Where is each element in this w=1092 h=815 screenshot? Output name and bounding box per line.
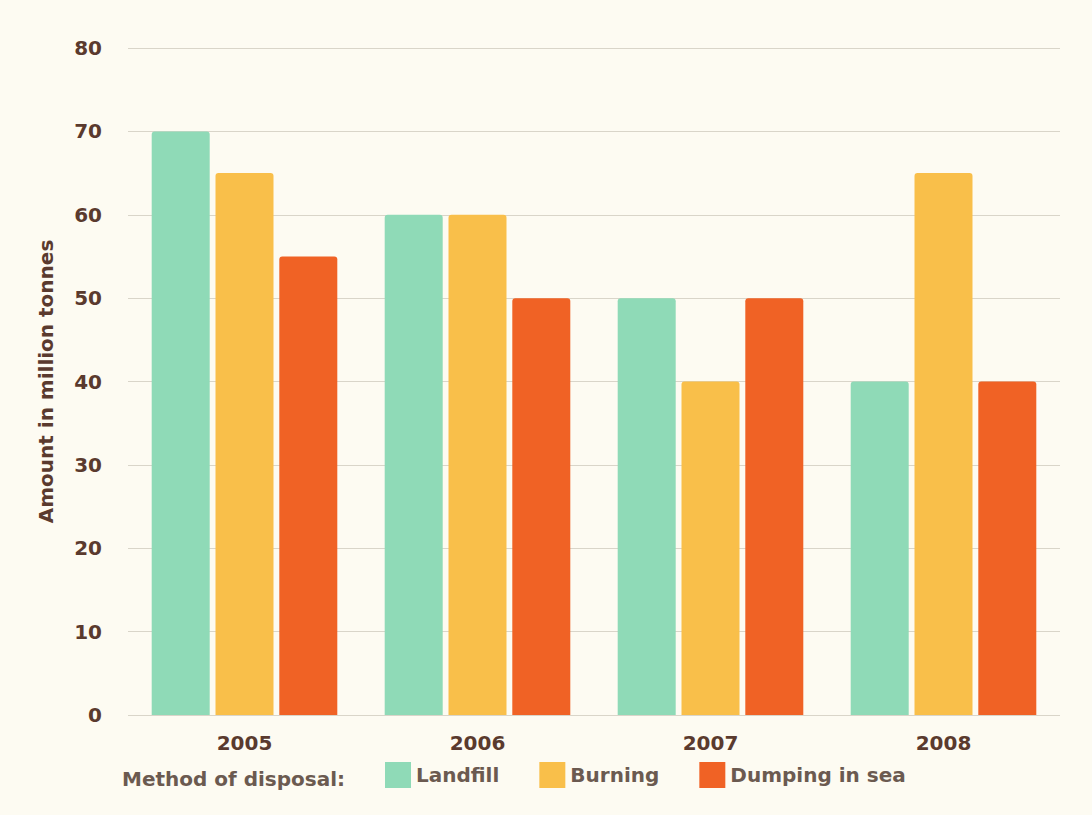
svg-text:2006: 2006	[450, 731, 506, 755]
svg-text:80: 80	[74, 36, 102, 60]
svg-text:0: 0	[88, 703, 102, 727]
svg-text:60: 60	[74, 203, 102, 227]
svg-text:2005: 2005	[217, 731, 273, 755]
svg-text:Landfill: Landfill	[416, 763, 499, 787]
svg-text:2008: 2008	[916, 731, 972, 755]
svg-text:10: 10	[74, 620, 102, 644]
svg-text:20: 20	[74, 536, 102, 560]
svg-text:Burning: Burning	[570, 763, 659, 787]
svg-text:70: 70	[74, 119, 102, 143]
svg-text:30: 30	[74, 453, 102, 477]
svg-text:Dumping in sea: Dumping in sea	[730, 763, 905, 787]
svg-text:40: 40	[74, 370, 102, 394]
svg-text:Method of disposal:: Method of disposal:	[122, 767, 345, 791]
svg-text:50: 50	[74, 286, 102, 310]
svg-text:2007: 2007	[683, 731, 739, 755]
svg-text:Amount in million tonnes: Amount in million tonnes	[34, 240, 58, 524]
